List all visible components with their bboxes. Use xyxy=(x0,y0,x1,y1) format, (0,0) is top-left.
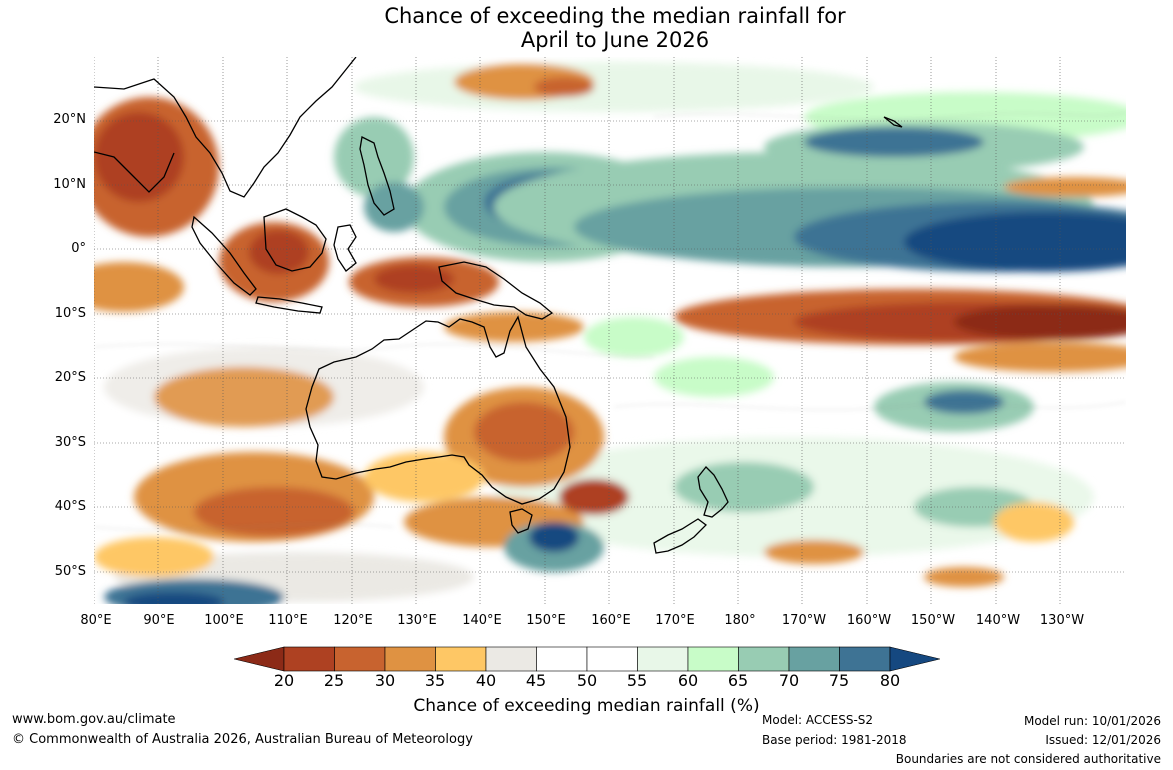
legend-swatch-20-25 xyxy=(283,646,335,672)
coastlines xyxy=(94,57,903,554)
australia-coastline xyxy=(305,315,571,505)
model-run-date: Model run: 10/01/2026 xyxy=(1023,714,1161,728)
website-link[interactable]: www.bom.gov.au/climate xyxy=(12,712,176,727)
new-zealand-north-island xyxy=(697,466,729,518)
sulawesi-coastline xyxy=(333,224,357,272)
legend-swatch-70-75 xyxy=(788,646,840,672)
map-title: Chance of exceeding the median rainfall … xyxy=(0,4,1173,52)
lon-label-130w: 130°W xyxy=(1039,613,1085,628)
map-canvas xyxy=(94,57,1126,604)
borneo-coastline xyxy=(263,208,327,272)
legend-tick: 40 xyxy=(475,671,497,690)
lon-label-180: 180° xyxy=(724,613,756,628)
legend-label: Chance of exceeding median rainfall (%) xyxy=(413,696,760,716)
legend-arrow-above-80 xyxy=(889,646,940,672)
lon-label-120e: 120°E xyxy=(333,613,373,628)
graticule xyxy=(94,57,1126,604)
lat-label-20s: 20°S xyxy=(54,370,86,385)
lat-label-10s: 10°S xyxy=(54,306,86,321)
java-coastline xyxy=(255,296,323,314)
legend-tick: 45 xyxy=(525,671,547,690)
legend-tick: 80 xyxy=(879,671,901,690)
issued-date: Issued: 12/01/2026 xyxy=(1045,733,1161,747)
legend-tick: 35 xyxy=(424,671,446,690)
legend-swatch-25-30 xyxy=(334,646,386,672)
legend-swatch-75-80 xyxy=(839,646,891,672)
lat-label-20n: 20°N xyxy=(53,112,86,127)
title-line-2: April to June 2026 xyxy=(520,28,710,52)
lon-label-140e: 140°E xyxy=(462,613,502,628)
legend-swatch-55-60 xyxy=(637,646,689,672)
legend-tick: 20 xyxy=(273,671,295,690)
legend-tick: 60 xyxy=(677,671,699,690)
contour-lines xyxy=(94,111,1126,531)
title-line-1: Chance of exceeding the median rainfall … xyxy=(384,4,846,28)
hawaii-outline xyxy=(883,116,903,128)
tasmania-coastline xyxy=(509,508,533,534)
base-period: Base period: 1981-2018 xyxy=(762,733,907,747)
legend-tick: 30 xyxy=(374,671,396,690)
lon-label-160w: 160°W xyxy=(846,613,892,628)
new-zealand-south-island xyxy=(653,518,707,554)
new-guinea-coastline xyxy=(438,261,554,320)
probability-field xyxy=(94,62,1126,604)
model-name: Model: ACCESS-S2 xyxy=(762,713,874,727)
legend-tick: 55 xyxy=(626,671,648,690)
legend-swatch-50-55 xyxy=(586,646,638,672)
lon-label-80e: 80°E xyxy=(80,613,112,628)
legend-swatch-45-50 xyxy=(536,646,588,672)
legend-swatch-30-35 xyxy=(384,646,436,672)
lon-label-170e: 170°E xyxy=(655,613,695,628)
legend-colorbar xyxy=(234,646,940,672)
boundaries-disclaimer: Boundaries are not considered authoritat… xyxy=(895,752,1161,766)
lon-label-130e: 130°E xyxy=(397,613,437,628)
legend-tick: 65 xyxy=(727,671,749,690)
lon-label-90e: 90°E xyxy=(143,613,175,628)
legend-tick: 70 xyxy=(778,671,800,690)
legend-tick: 25 xyxy=(323,671,345,690)
lon-label-160e: 160°E xyxy=(591,613,631,628)
legend-swatch-60-65 xyxy=(687,646,739,672)
lat-label-30s: 30°S xyxy=(54,435,86,450)
philippines-coastline xyxy=(359,136,395,216)
lon-label-150w: 150°W xyxy=(910,613,956,628)
legend-arrow-below-20 xyxy=(234,646,285,672)
lon-label-140w: 140°W xyxy=(975,613,1021,628)
lon-label-170w: 170°W xyxy=(781,613,827,628)
lat-label-50s: 50°S xyxy=(54,564,86,579)
rainfall-outlook-map xyxy=(94,57,1126,604)
lon-label-100e: 100°E xyxy=(204,613,244,628)
lat-label-40s: 40°S xyxy=(54,499,86,514)
lon-label-110e: 110°E xyxy=(268,613,308,628)
lon-label-150e: 150°E xyxy=(526,613,566,628)
legend-swatch-35-40 xyxy=(435,646,487,672)
lat-label-10n: 10°N xyxy=(53,177,86,192)
legend-swatch-65-70 xyxy=(738,646,790,672)
legend-tick: 50 xyxy=(576,671,598,690)
sumatra-coastline xyxy=(191,215,257,296)
lat-label-0: 0° xyxy=(71,241,86,256)
india-coastline xyxy=(94,151,175,193)
copyright-text: © Commonwealth of Australia 2026, Austra… xyxy=(12,732,473,747)
legend-swatch-40-45 xyxy=(485,646,537,672)
legend-tick: 75 xyxy=(828,671,850,690)
asia-mainland-coastline xyxy=(94,57,357,198)
